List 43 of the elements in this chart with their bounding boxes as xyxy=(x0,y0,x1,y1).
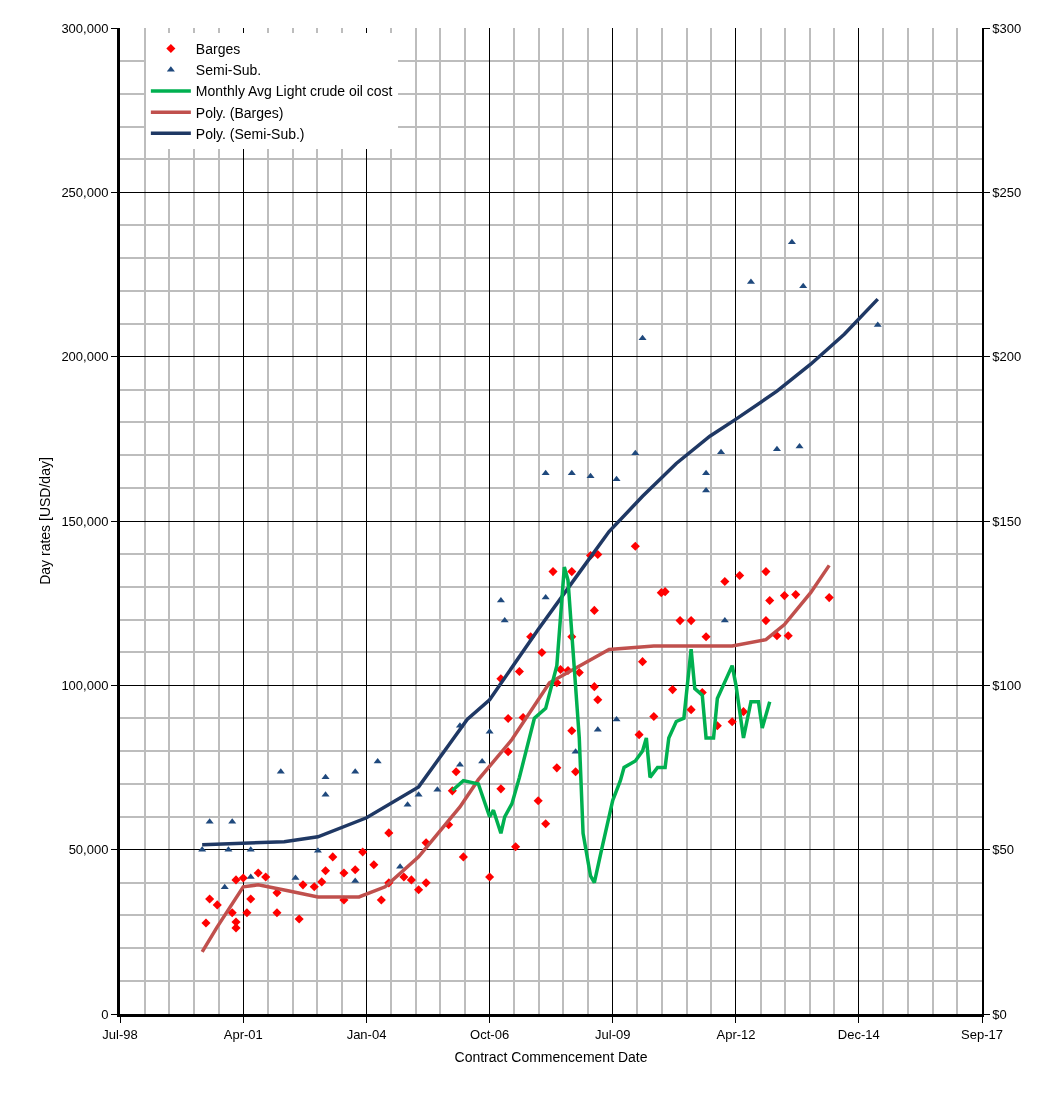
y-tick-label: 250,000 xyxy=(61,184,109,200)
x-tick-label: Sep-17 xyxy=(961,1026,1003,1042)
y2-tick-label: $50 xyxy=(992,842,1015,858)
y2-tick-label: $250 xyxy=(992,184,1022,200)
point xyxy=(772,445,781,452)
y-tick-label: 0 xyxy=(101,1006,109,1022)
y2-tick-label: $150 xyxy=(992,513,1022,529)
legend-label: Semi-Sub. xyxy=(195,62,262,79)
point xyxy=(638,334,647,341)
y-tick-label: 300,000 xyxy=(61,20,109,36)
point xyxy=(541,469,550,476)
x-tick-label: Apr-01 xyxy=(223,1026,263,1042)
point xyxy=(795,442,804,449)
y-axis-title: Day rates [USD/day] xyxy=(37,457,53,585)
y2-tick-label: $100 xyxy=(992,677,1022,693)
point xyxy=(586,472,595,479)
legend-label: Barges xyxy=(195,40,241,57)
x-tick-label: Dec-14 xyxy=(837,1026,880,1042)
x-axis-title: Contract Commencement Date xyxy=(454,1048,648,1065)
point xyxy=(612,475,621,482)
point xyxy=(799,282,808,289)
point xyxy=(567,469,576,476)
point xyxy=(787,238,796,245)
point xyxy=(716,448,726,455)
y2-tick-label: $300 xyxy=(992,20,1022,36)
point xyxy=(631,449,640,456)
x-tick-label: Jan-04 xyxy=(346,1026,387,1042)
x-tick-label: Oct-06 xyxy=(470,1026,510,1042)
point xyxy=(321,773,330,780)
legend-label: Poly. (Semi-Sub.) xyxy=(195,125,305,142)
x-tick-label: Jul-98 xyxy=(102,1026,138,1042)
point xyxy=(702,486,711,493)
x-tick-label: Apr-12 xyxy=(716,1026,756,1042)
y2-tick-label: $0 xyxy=(992,1006,1007,1022)
y-tick-label: 150,000 xyxy=(61,513,109,529)
legend-label: Poly. (Barges) xyxy=(195,104,284,121)
x-tick-label: Jul-09 xyxy=(595,1026,631,1042)
y2-tick-label: $200 xyxy=(992,349,1022,365)
y-tick-label: 100,000 xyxy=(61,677,109,693)
y-tick-label: 200,000 xyxy=(61,349,109,365)
point xyxy=(702,469,711,476)
legend-label: Monthly Avg Light crude oil cost xyxy=(195,83,393,100)
y-tick-label: 50,000 xyxy=(68,842,109,858)
